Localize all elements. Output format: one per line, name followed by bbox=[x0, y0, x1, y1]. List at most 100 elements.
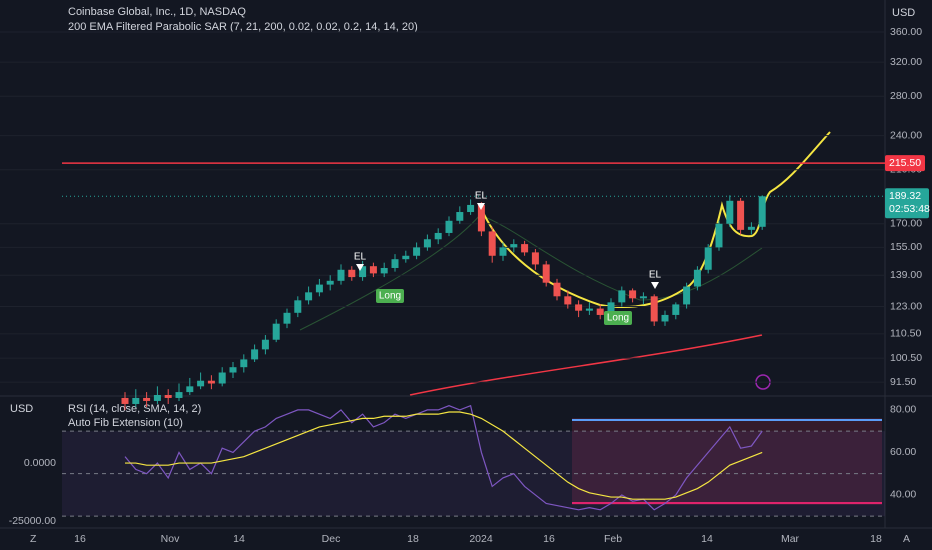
y-tick-label: 155.00 bbox=[890, 241, 922, 253]
candle-body bbox=[143, 397, 151, 401]
candle-body bbox=[283, 312, 291, 324]
candle-body bbox=[618, 290, 626, 303]
candle-body bbox=[445, 220, 453, 233]
signal-box bbox=[376, 289, 404, 303]
candle-body bbox=[359, 266, 367, 278]
candle-body bbox=[337, 269, 345, 281]
y-tick-label: 280.00 bbox=[890, 90, 922, 102]
annotation: EL bbox=[475, 191, 488, 202]
candle-body bbox=[499, 247, 507, 256]
candle-body bbox=[121, 397, 129, 404]
rsi-line bbox=[124, 404, 763, 511]
signal-box bbox=[604, 311, 632, 325]
candle-body bbox=[683, 286, 691, 305]
x-tick-label: 2024 bbox=[469, 533, 493, 545]
y-tick-label: 360.00 bbox=[890, 26, 922, 38]
candle-body bbox=[434, 232, 442, 240]
x-tick-label: Mar bbox=[781, 533, 800, 545]
candle-body bbox=[402, 255, 410, 260]
candle-body bbox=[467, 204, 475, 213]
marker bbox=[651, 282, 659, 289]
x-tick-label: 16 bbox=[543, 533, 555, 545]
candle-body bbox=[251, 349, 259, 360]
symbol-title: Coinbase Global, Inc., 1D, NASDAQ bbox=[68, 6, 246, 18]
y-tick-label: 100.50 bbox=[890, 352, 922, 364]
candle-body bbox=[650, 296, 658, 322]
candle-body bbox=[510, 244, 518, 248]
left-label: -25000.00 bbox=[9, 515, 56, 527]
candle-body bbox=[380, 267, 388, 274]
candle-body bbox=[726, 200, 734, 224]
candle-body bbox=[553, 282, 561, 297]
footer-right[interactable]: A bbox=[903, 533, 910, 545]
candle-body bbox=[704, 247, 712, 270]
candle-body bbox=[564, 296, 572, 305]
indicator-title: 200 EMA Filtered Parabolic SAR (7, 21, 2… bbox=[68, 21, 418, 33]
y-tick-label: 170.00 bbox=[890, 218, 922, 230]
candle-body bbox=[391, 259, 399, 268]
candle-body bbox=[477, 204, 485, 232]
x-tick-label: 18 bbox=[870, 533, 882, 545]
candle-body bbox=[315, 284, 323, 293]
candle-body bbox=[413, 247, 421, 256]
candle-body bbox=[747, 226, 755, 230]
signal: Long bbox=[607, 313, 629, 324]
candle-body bbox=[175, 392, 183, 398]
left-label: 0.0000 bbox=[24, 457, 56, 469]
rsi-line bbox=[125, 411, 763, 500]
candle-body bbox=[715, 223, 723, 248]
candle-body bbox=[423, 239, 431, 248]
last-price-label: 189.32 bbox=[889, 190, 921, 202]
candle-body bbox=[672, 304, 680, 315]
candle-body bbox=[737, 200, 745, 230]
candle-body bbox=[132, 397, 140, 404]
candle-body bbox=[585, 308, 593, 311]
x-tick-label: 18 bbox=[407, 533, 419, 545]
candle-body bbox=[661, 314, 669, 322]
candle-body bbox=[305, 292, 313, 301]
candle-body bbox=[693, 269, 701, 287]
price-tag-label: 215.50 bbox=[889, 157, 921, 169]
annotation: EL bbox=[649, 270, 662, 281]
marker bbox=[477, 203, 485, 210]
price-tag bbox=[885, 188, 929, 219]
x-tick-label: Nov bbox=[161, 533, 180, 545]
countdown: 02:53:48 bbox=[889, 203, 930, 215]
candle-body bbox=[456, 212, 464, 221]
candle-body bbox=[531, 252, 539, 265]
candle-body bbox=[186, 386, 194, 393]
signal: Long bbox=[379, 291, 401, 302]
marker bbox=[356, 264, 364, 271]
y-tick-label: 40.00 bbox=[890, 489, 916, 501]
price-tag bbox=[885, 155, 925, 172]
candle-body bbox=[272, 323, 280, 340]
fib-title: Auto Fib Extension (10) bbox=[68, 417, 183, 429]
candle-body bbox=[521, 244, 529, 253]
candle-body bbox=[294, 300, 302, 313]
ema-line bbox=[409, 334, 763, 396]
candle-body bbox=[240, 359, 248, 368]
y-tick-label: 91.50 bbox=[890, 376, 916, 388]
y-tick-label: 80.00 bbox=[890, 404, 916, 416]
candle-body bbox=[639, 296, 647, 299]
y-tick-label: 123.00 bbox=[890, 300, 922, 312]
y-tick-label: 60.00 bbox=[890, 446, 916, 458]
candle-body bbox=[596, 308, 604, 315]
candle-body bbox=[207, 380, 215, 384]
candle-body bbox=[326, 280, 334, 285]
x-tick-label: 14 bbox=[701, 533, 713, 545]
footer-left[interactable]: Z bbox=[30, 533, 37, 545]
x-tick-label: 14 bbox=[233, 533, 245, 545]
y-tick-label: 110.50 bbox=[890, 328, 921, 340]
candle-body bbox=[542, 264, 550, 283]
x-tick-label: 16 bbox=[74, 533, 86, 545]
currency[interactable]: USD bbox=[892, 7, 915, 19]
candle-body bbox=[229, 367, 237, 373]
x-tick-label: Feb bbox=[604, 533, 622, 545]
y-tick-label: 240.00 bbox=[890, 129, 922, 141]
candle-body bbox=[164, 395, 172, 398]
candle-body bbox=[607, 302, 615, 315]
annotation: EL bbox=[354, 252, 367, 263]
candle-body bbox=[261, 339, 269, 350]
